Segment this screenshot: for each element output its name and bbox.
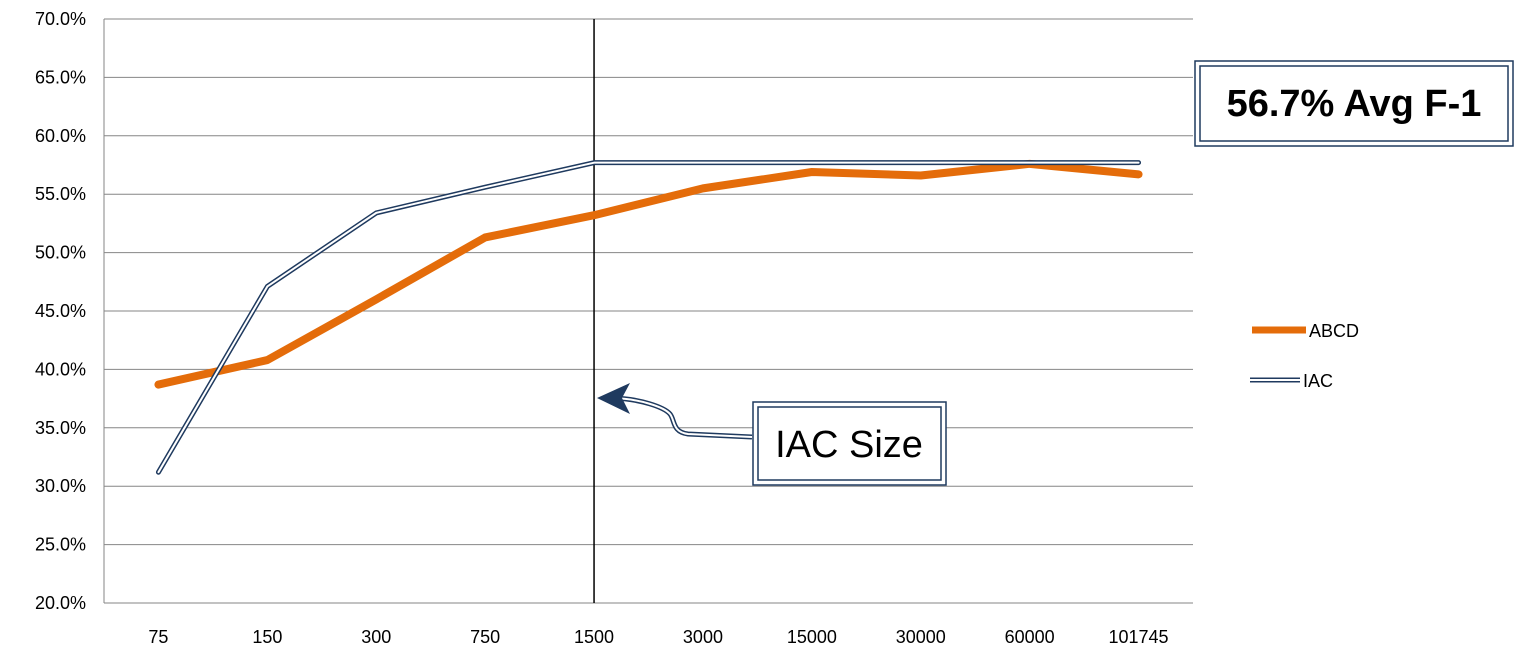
y-tick-label: 55.0% xyxy=(35,184,86,204)
x-tick-label: 60000 xyxy=(1005,627,1055,647)
callout-arrowhead xyxy=(597,383,630,414)
x-tick-label: 3000 xyxy=(683,627,723,647)
x-axis-tick-labels: 75 150 300 750 1500 3000 15000 30000 60000 101745 xyxy=(148,627,1168,647)
avg-f1-label: 56.7% Avg F-1 xyxy=(1227,83,1482,125)
x-tick-label: 101745 xyxy=(1109,627,1169,647)
avg-f1-box: 56.7% Avg F-1 xyxy=(1194,60,1514,147)
callout-box-inner xyxy=(757,406,942,481)
legend-label-abcd: ABCD xyxy=(1309,321,1359,341)
x-tick-label: 75 xyxy=(148,627,168,647)
series-line-iac-inner xyxy=(157,161,1140,474)
y-axis-tick-labels: 20.0% 25.0% 30.0% 35.0% 40.0% 45.0% 50.0% 55.0%… xyxy=(35,9,86,613)
series-lines xyxy=(154,159,1143,475)
x-tick-label: 750 xyxy=(470,627,500,647)
y-tick-label: 70.0% xyxy=(35,9,86,29)
y-tick-label: 65.0% xyxy=(35,67,86,87)
callout-arrow-shaft xyxy=(613,395,753,440)
series-line-iac-outer xyxy=(155,160,1142,475)
x-tick-label: 15000 xyxy=(787,627,837,647)
x-tick-label: 150 xyxy=(252,627,282,647)
x-tick-label: 300 xyxy=(361,627,391,647)
y-tick-label: 35.0% xyxy=(35,418,86,438)
gridlines xyxy=(103,18,1193,604)
series-line-abcd xyxy=(154,159,1143,389)
x-tick-label: 1500 xyxy=(574,627,614,647)
x-tick-label: 30000 xyxy=(896,627,946,647)
legend-label-iac: IAC xyxy=(1303,371,1333,391)
y-tick-label: 40.0% xyxy=(35,359,86,379)
y-tick-label: 50.0% xyxy=(35,243,86,263)
y-tick-label: 30.0% xyxy=(35,476,86,496)
y-tick-label: 20.0% xyxy=(35,593,86,613)
y-tick-label: 45.0% xyxy=(35,301,86,321)
y-tick-label: 60.0% xyxy=(35,126,86,146)
callout-label: IAC Size xyxy=(775,424,923,466)
legend: ABCD IAC xyxy=(1250,321,1359,391)
iac-size-callout: IAC Size xyxy=(597,383,947,486)
y-tick-label: 25.0% xyxy=(35,535,86,555)
callout-arrow-shaft-inner xyxy=(613,397,753,438)
avg-box-inner xyxy=(1199,65,1509,142)
